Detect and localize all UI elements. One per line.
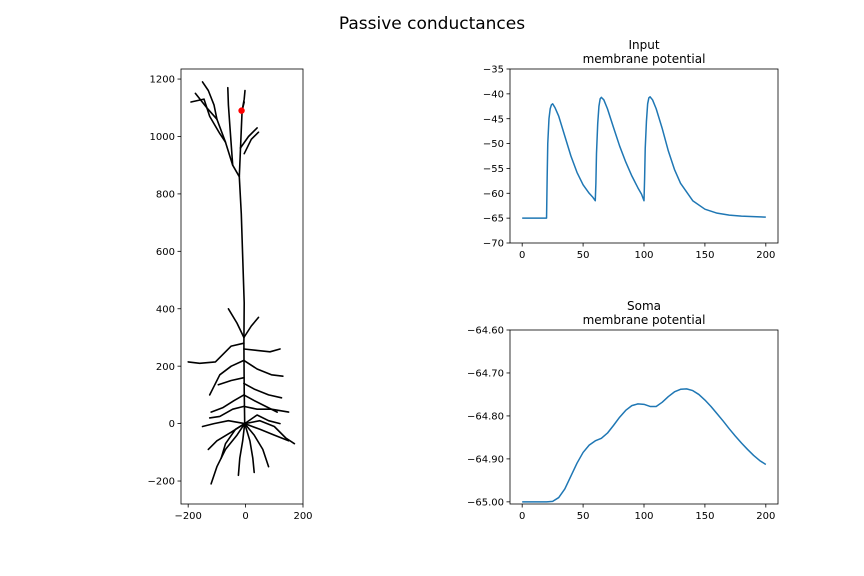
x-tick-label: −200 [174,511,201,522]
plot-area [187,81,296,485]
dendrite-branch [243,316,260,339]
y-tick-label: −45 [483,114,504,125]
dendrite-branch [241,89,246,112]
stimulus-marker [238,107,245,114]
dendrite-branch [227,86,234,166]
x-tick-label: 200 [756,250,775,261]
series-line [522,96,766,219]
x-tick-label: 100 [634,250,653,261]
y-tick-label: 400 [156,304,175,315]
y-tick-label: −40 [483,89,504,100]
x-tick-label: 100 [634,511,653,522]
dendrite-branch [187,342,245,365]
dendrite-branch [208,405,245,419]
figure-title: Passive conductances [339,14,525,34]
x-tick-label: 150 [695,250,714,261]
dendrite-branch [201,419,246,428]
input-potential-panel: 0 50 100 150 200 −70 −65 −60 −55 −50 −45 −40 −35 Inpu… [483,38,779,261]
dendrite-branch [217,376,245,386]
y-tick-label: 800 [156,190,175,201]
dendrite-branch [243,382,283,399]
dendrite-branch [243,419,296,445]
dendrite-branch [194,92,241,178]
axes-frame [180,68,304,505]
x-tick-label: 0 [242,511,248,522]
dendrite-branch [243,405,290,413]
dendrite-branch [243,422,270,468]
x-tick-label: 50 [577,511,590,522]
dendrite-branch [237,422,246,477]
axes-frame [509,68,779,244]
x-tick-label: 0 [519,250,525,261]
x-tick-label: 150 [695,511,714,522]
panel-title: Input [628,38,659,52]
y-tick-label: 1200 [150,75,175,86]
x-tick-label: 0 [519,511,525,522]
dendrite-branch [243,359,284,377]
y-tick-label: −50 [483,139,504,150]
x-tick-label: 200 [293,511,312,522]
dendrite-branch [243,422,290,442]
x-tick-label: 200 [756,511,775,522]
dendrite-branch [238,101,246,425]
dendrite-branch [243,348,281,353]
y-tick-label: −35 [483,65,504,76]
dendrite-branch [190,98,227,143]
soma-potential-panel: 0 50 100 150 200 −65.00 −64.90 −64.80 −64.70 −64.… [467,299,779,522]
y-tick-label: −64.90 [467,454,504,465]
dendrite-branch [201,81,218,120]
dendrite-branch [243,422,255,474]
series-line [522,388,767,503]
panel-title: membrane potential [583,313,706,327]
plot-area [522,388,767,503]
x-tick-label: 50 [577,250,590,261]
dendrite-branch [208,359,245,396]
y-tick-label: −200 [148,477,175,488]
y-tick-label: 200 [156,362,175,373]
y-tick-label: 600 [156,247,175,258]
y-tick-label: −64.80 [467,412,504,423]
morphology-panel: −200 0 200 −200 0 200 400 600 800 1000 1200 [148,68,313,522]
y-tick-label: −70 [483,239,504,250]
y-tick-label: −64.60 [467,326,504,337]
panel-title: Soma [627,299,661,313]
panel-title: membrane potential [583,52,706,66]
plot-area [522,96,766,219]
y-tick-label: −65 [483,214,504,225]
dendrite-branch [210,422,246,485]
y-tick-label: 1000 [150,132,175,143]
y-tick-label: −55 [483,164,504,175]
dendrite-branch [243,414,281,425]
y-tick-label: −64.70 [467,369,504,380]
y-tick-label: −65.00 [467,497,504,508]
dendrite-branch [220,422,246,459]
dendrite-branch [243,131,260,155]
dendrite-branch [210,394,245,413]
dendrite-branch [227,308,245,339]
axes-frame [509,329,779,505]
dendrite-branch [239,127,258,149]
y-tick-label: 0 [169,419,175,430]
y-tick-label: −60 [483,189,504,200]
